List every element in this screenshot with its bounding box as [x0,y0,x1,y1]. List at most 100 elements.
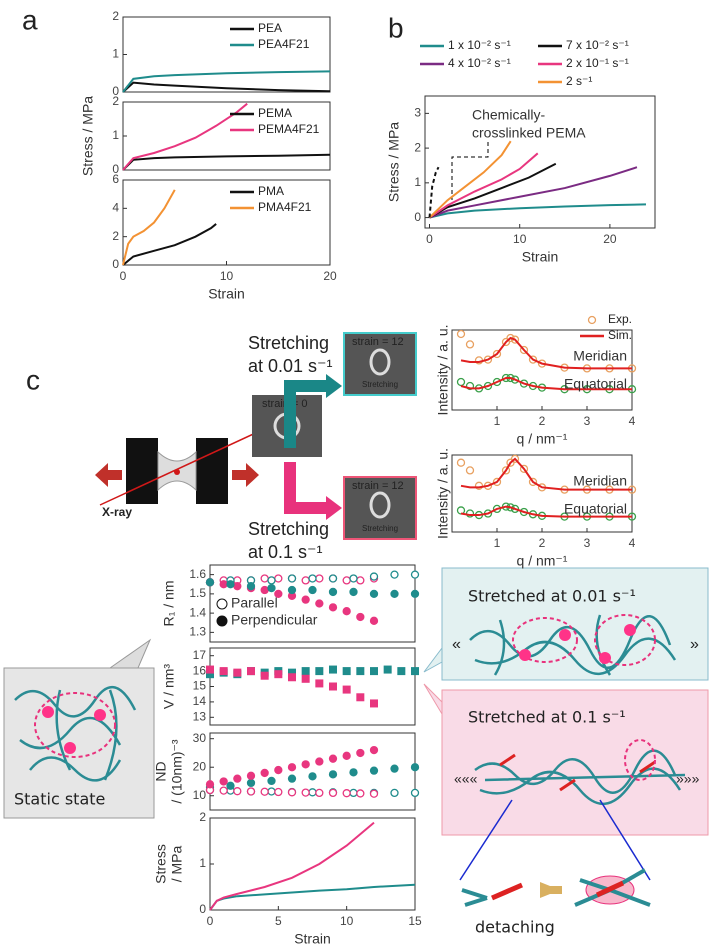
legend-label: 4 x 10⁻² s⁻¹ [448,56,511,70]
marker [328,788,338,798]
series-line [122,189,176,266]
y-tick-label: 2 [112,9,119,23]
x-tick-label: 2 [539,536,546,550]
legend-label: PEMA4F21 [258,122,320,136]
svg-text:«: « [452,636,461,653]
annotation: Equatorial [564,376,627,392]
y-tick-label: 1 [414,175,421,189]
y-tick-label: 1 [199,856,206,870]
marker [328,587,338,597]
marker [410,788,420,798]
x-axis-label: Strain [294,931,331,944]
plot-frame [424,95,656,229]
plot-frame [451,454,633,533]
series-line [122,81,331,93]
annotation: crosslinked PEMA [472,125,586,141]
stretch-label: at 0.01 s⁻¹ [248,356,333,376]
y-tick-label: 2 [414,140,421,154]
y-tick-label: 6 [112,172,119,186]
callout-label: Static state [14,790,105,809]
arrow [326,496,342,520]
panel-label: c [26,364,40,395]
series-line [460,505,632,518]
marker [369,789,379,798]
marker [328,754,338,763]
series-line [460,457,632,491]
y-tick-label: 1.5 [189,586,206,600]
marker [356,748,365,758]
series-line [460,377,632,391]
marker [246,787,256,796]
y-tick-label: 17 [193,648,207,662]
marker [260,787,269,796]
marker [315,667,324,676]
marker [233,787,242,796]
y-axis-label: Intensity / a. u. [435,324,451,415]
marker [219,777,228,786]
y-tick-label: 14 [193,694,207,708]
marker [233,774,242,783]
marker [206,665,214,674]
x-axis-label: Strain [208,286,245,302]
marker [510,504,520,514]
marker [528,355,538,364]
marker [328,603,338,612]
annotation: Meridian [573,348,627,364]
marker [308,574,317,583]
y-tick-label: 4 [112,201,119,215]
image-label: strain = 12 [352,480,404,492]
marker [456,458,466,467]
marker [492,377,502,387]
marker [219,786,228,795]
stretch-label: Stretching [248,519,329,539]
legend-swatch [216,615,228,627]
marker [274,589,283,599]
marker [383,665,392,674]
x-tick-label: 1 [494,536,501,550]
process-label: detaching [475,918,555,937]
marker [356,693,365,702]
series-line [122,153,331,171]
marker [528,477,538,487]
svg-text:»: » [690,636,699,653]
marker [342,576,351,585]
plot-frame [209,647,416,726]
static-callout [3,638,155,819]
y-axis-label: / (10nm)⁻³ [169,739,185,804]
x-axis-label: q / nm⁻¹ [517,431,568,447]
marker [369,616,379,625]
x-tick-label: 1 [494,414,501,428]
marker [370,667,378,676]
marker [349,768,358,777]
marker [510,335,520,344]
marker [226,781,235,790]
marker [219,667,228,676]
y-tick-label: 10 [193,788,207,802]
marker [226,580,235,589]
marker [465,466,475,475]
image-label: Stretching [362,524,398,533]
legend-label: PMA4F21 [258,200,312,214]
y-tick-label: 0 [112,84,119,98]
marker [349,574,358,583]
marker [287,774,297,783]
marker [519,345,529,355]
marker [456,377,466,387]
marker [492,349,502,359]
marker [301,674,310,683]
marker [390,788,399,798]
callout-label: Stretched at 0.01 s⁻¹ [468,587,636,606]
marker [246,771,256,780]
marker [267,576,276,585]
y-tick-label: 3 [414,106,421,120]
marker [342,685,351,694]
series-line [460,336,632,370]
x-tick-label: 20 [323,269,337,283]
y-tick-label: 15 [193,679,207,693]
x-tick-label: 3 [584,414,591,428]
marker [369,572,379,581]
svg-text:«««: ««« [454,771,478,787]
y-tick-label: 16 [193,663,207,677]
marker [274,574,283,583]
